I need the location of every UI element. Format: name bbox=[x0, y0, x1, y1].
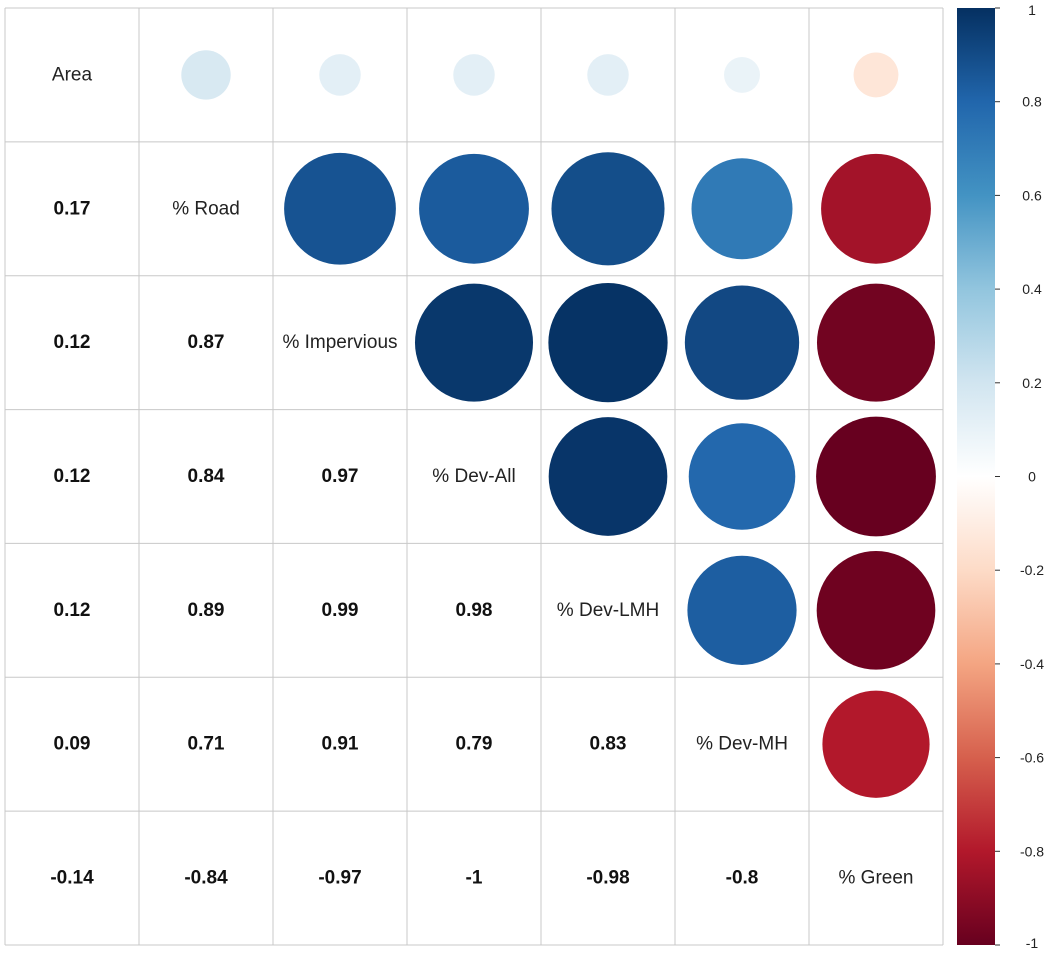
correlation-value: 0.97 bbox=[322, 466, 359, 487]
correlation-circle bbox=[724, 56, 760, 93]
legend-tick-label: 0.6 bbox=[1022, 187, 1042, 203]
correlation-value: 0.83 bbox=[590, 734, 627, 755]
legend-tick-label: 1 bbox=[1028, 2, 1036, 18]
grid-lines bbox=[4, 7, 944, 946]
correlation-value: 0.84 bbox=[188, 466, 225, 487]
correlation-circle bbox=[853, 52, 899, 98]
correlation-circle bbox=[822, 690, 930, 798]
variable-label: % Dev-LMH bbox=[557, 600, 659, 621]
correlation-circle bbox=[453, 54, 495, 96]
legend-tick-label: 0.2 bbox=[1022, 375, 1042, 391]
correlation-circle bbox=[551, 152, 665, 266]
correlation-circle bbox=[684, 285, 800, 400]
correlation-value: 0.09 bbox=[54, 734, 91, 755]
correlation-circle bbox=[688, 423, 796, 530]
legend-tick-label: 0.4 bbox=[1022, 281, 1042, 297]
correlation-marks: Area 0.17 % Road 0.12 0.87 % Impervious 0.12 0.… bbox=[50, 50, 936, 889]
correlation-value: 0.98 bbox=[456, 600, 493, 621]
legend-tick-label: -0.6 bbox=[1020, 750, 1044, 766]
correlation-value: -0.84 bbox=[184, 868, 228, 889]
legend-tick-label: -1 bbox=[1026, 935, 1039, 951]
variable-label: Area bbox=[52, 64, 93, 85]
correlation-circle bbox=[284, 152, 396, 265]
correlation-circle bbox=[587, 54, 629, 96]
correlation-value: 0.99 bbox=[322, 600, 359, 621]
legend-tick-label: 0 bbox=[1028, 469, 1036, 485]
variable-label: % Dev-All bbox=[432, 466, 515, 487]
legend-tick-label: -0.8 bbox=[1020, 843, 1044, 859]
legend-tick-label: 0.8 bbox=[1022, 94, 1042, 110]
correlation-value: 0.91 bbox=[322, 734, 359, 755]
variable-label: % Green bbox=[839, 868, 914, 889]
correlation-circle bbox=[319, 54, 361, 96]
correlation-value: -0.8 bbox=[726, 868, 759, 889]
legend-tick-label: -0.2 bbox=[1020, 562, 1044, 578]
color-legend: 1 0.8 0.6 0.4 0.2 0 -0.2 -0.4 -0.6 -0.8 -1 bbox=[957, 2, 1044, 951]
legend-tick-label: -0.4 bbox=[1020, 656, 1044, 672]
variable-label: % Dev-MH bbox=[696, 734, 788, 755]
correlation-value: 0.12 bbox=[54, 332, 91, 353]
correlation-value: 0.17 bbox=[54, 198, 91, 219]
correlation-circle bbox=[181, 50, 231, 100]
variable-label: % Road bbox=[172, 198, 240, 219]
correlation-circle bbox=[548, 417, 668, 536]
correlation-value: 0.79 bbox=[456, 734, 493, 755]
correlation-circle bbox=[548, 283, 668, 403]
correlation-circle bbox=[816, 551, 936, 670]
colorbar bbox=[957, 8, 995, 945]
correlation-value: 0.71 bbox=[188, 734, 225, 755]
correlation-circle bbox=[816, 416, 936, 537]
correlation-value: -1 bbox=[466, 868, 483, 889]
correlation-circle bbox=[816, 283, 936, 402]
correlation-value: 0.12 bbox=[54, 466, 91, 487]
correlation-circle bbox=[821, 153, 931, 264]
correlation-value: -0.98 bbox=[586, 868, 629, 889]
correlation-value: -0.14 bbox=[50, 868, 94, 889]
correlation-circle bbox=[419, 153, 529, 264]
correlation-value: 0.12 bbox=[54, 600, 91, 621]
correlation-value: 0.89 bbox=[188, 600, 225, 621]
variable-label: % Impervious bbox=[282, 332, 397, 353]
correlation-value: -0.97 bbox=[318, 868, 361, 889]
correlation-circle bbox=[687, 555, 797, 665]
correlation-circle bbox=[414, 283, 534, 402]
correlation-circle bbox=[691, 158, 793, 260]
correlation-value: 0.87 bbox=[188, 332, 225, 353]
